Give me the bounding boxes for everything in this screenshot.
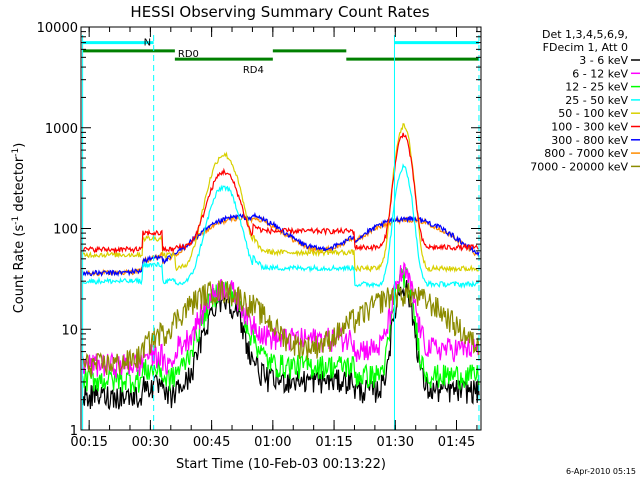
y-axis-label-main: Count Rate (s xyxy=(12,225,27,314)
legend-entry-label: 800 - 7000 keV xyxy=(544,147,628,160)
y-axis: 1 10 100 1000 10000 xyxy=(37,21,481,439)
flag-label-rd0: RD0 xyxy=(178,49,199,60)
legend-entry-label: 50 - 100 keV xyxy=(558,107,628,120)
flag-label-rd4: RD4 xyxy=(243,65,264,76)
footer-timestamp: 6-Apr-2010 05:15 xyxy=(566,467,636,476)
series-line xyxy=(82,123,480,273)
legend-entry-label: 3 - 6 keV xyxy=(579,54,628,67)
x-axis-label: Start Time (10-Feb-03 00:13:22) xyxy=(176,457,386,472)
y-axis-label-mid: detector xyxy=(12,156,27,216)
series-line xyxy=(82,261,480,379)
y-tick-label: 1 xyxy=(70,424,78,439)
series-line xyxy=(82,280,480,378)
x-tick-label: 00:45 xyxy=(193,435,230,450)
x-tick-label: 01:00 xyxy=(254,435,291,450)
series-layer xyxy=(82,123,480,411)
series-line xyxy=(82,132,479,254)
y-axis-label: Count Rate (s-1 detector-1) xyxy=(11,143,27,314)
plot-area: N RD0 RD4 xyxy=(80,26,482,431)
legend-entry-label: 300 - 800 keV xyxy=(551,134,628,147)
saa-layer xyxy=(82,35,480,430)
x-tick-label: 01:30 xyxy=(377,435,414,450)
legend-entry-label: 7000 - 20000 keV xyxy=(530,160,628,173)
chart-title: HESSI Observing Summary Count Rates xyxy=(130,3,429,21)
legend-header-line-2: FDecim 1, Att 0 xyxy=(543,41,628,54)
y-tick-label: 100 xyxy=(53,223,78,238)
y-axis-label-sup1: -1 xyxy=(11,216,21,225)
x-tick-label: 01:15 xyxy=(315,435,352,450)
x-tick-label: 01:45 xyxy=(438,435,475,450)
legend-entry-label: 25 - 50 keV xyxy=(565,94,628,107)
y-tick-label: 10 xyxy=(61,323,78,338)
x-axis: 00:15 00:30 00:45 01:00 01:15 01:30 01:45 xyxy=(70,27,478,450)
legend-entry-label: 6 - 12 keV xyxy=(572,67,628,80)
series-line xyxy=(82,280,480,411)
flag-label-n: N xyxy=(144,38,151,49)
y-axis-label-sup2: -1 xyxy=(11,148,21,157)
plot-frame xyxy=(80,26,482,431)
legend: Det 1,3,4,5,6,9, FDecim 1, Att 0 3 - 6 k… xyxy=(530,28,640,173)
legend-entry-label: 12 - 25 keV xyxy=(565,81,628,94)
y-tick-label: 1000 xyxy=(45,122,78,137)
legend-header-line-1: Det 1,3,4,5,6,9, xyxy=(542,28,628,41)
y-tick-label: 10000 xyxy=(37,21,78,36)
x-tick-label: 00:15 xyxy=(70,435,107,450)
flags-layer: N RD0 RD4 xyxy=(82,38,479,76)
x-tick-label: 00:30 xyxy=(132,435,169,450)
series-line xyxy=(82,163,480,289)
legend-entry-label: 100 - 300 keV xyxy=(551,121,628,134)
y-axis-label-end: ) xyxy=(12,143,27,148)
